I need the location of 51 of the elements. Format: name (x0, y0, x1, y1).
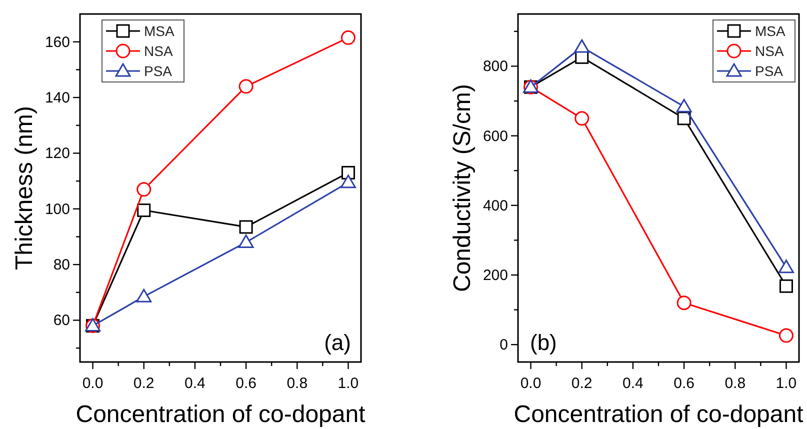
legend-label: MSA (755, 23, 786, 39)
x-tick-label: 0.0 (82, 375, 104, 392)
x-tick-label: 0.2 (571, 375, 592, 392)
point (340, 30, 356, 45)
legend-label: NSA (144, 43, 174, 59)
y-tick-label: 120 (44, 145, 70, 162)
point (238, 234, 254, 248)
point (676, 296, 692, 310)
y-axis-title: Conductivity (S/cm) (449, 84, 476, 292)
point (239, 220, 253, 234)
x-tick-label: 0.2 (133, 375, 154, 392)
y-tick-label: 600 (482, 128, 508, 145)
legend-label: PSA (755, 63, 784, 79)
legend-label: MSA (144, 23, 175, 39)
annotation: (a) (324, 330, 351, 355)
y-tick-label: 200 (482, 267, 508, 284)
point (136, 182, 152, 197)
x-tick-label: 0.8 (286, 375, 308, 392)
point (574, 39, 590, 53)
point (136, 288, 152, 302)
y-tick-label: 400 (482, 197, 508, 214)
point (340, 174, 356, 188)
x-tick-label: 0.8 (724, 375, 746, 392)
point (778, 260, 794, 274)
x-tick-label: 0.4 (184, 375, 206, 392)
point (574, 111, 590, 126)
y-tick-label: 80 (53, 256, 70, 274)
legend-label: NSA (755, 43, 784, 59)
y-axis-title: Thickness (nm) (11, 106, 38, 270)
x-tick-label: 0.4 (622, 375, 644, 392)
point (137, 204, 151, 218)
y-tick-label: 140 (44, 90, 70, 107)
x-tick-label: 0.6 (236, 375, 256, 392)
y-tick-label: 60 (53, 312, 70, 330)
x-axis-title: Concentration of co-dopant (76, 401, 366, 428)
point (676, 98, 692, 112)
x-tick-label: 1.0 (776, 375, 797, 392)
x-tick-label: 0.6 (674, 375, 694, 392)
x-tick-label: 1.0 (338, 375, 359, 392)
y-tick-label: 0 (500, 336, 508, 354)
point (778, 328, 794, 343)
point (341, 166, 355, 180)
point (238, 79, 254, 94)
x-tick-label: 0.0 (520, 375, 542, 392)
legend-label: PSA (144, 63, 173, 79)
y-tick-label: 100 (44, 200, 70, 218)
annotation: (b) (530, 330, 557, 355)
point (779, 279, 793, 293)
y-tick-label: 800 (482, 58, 508, 76)
y-tick-label: 160 (44, 34, 70, 51)
x-axis-title: Concentration of co-dopant (514, 401, 804, 428)
